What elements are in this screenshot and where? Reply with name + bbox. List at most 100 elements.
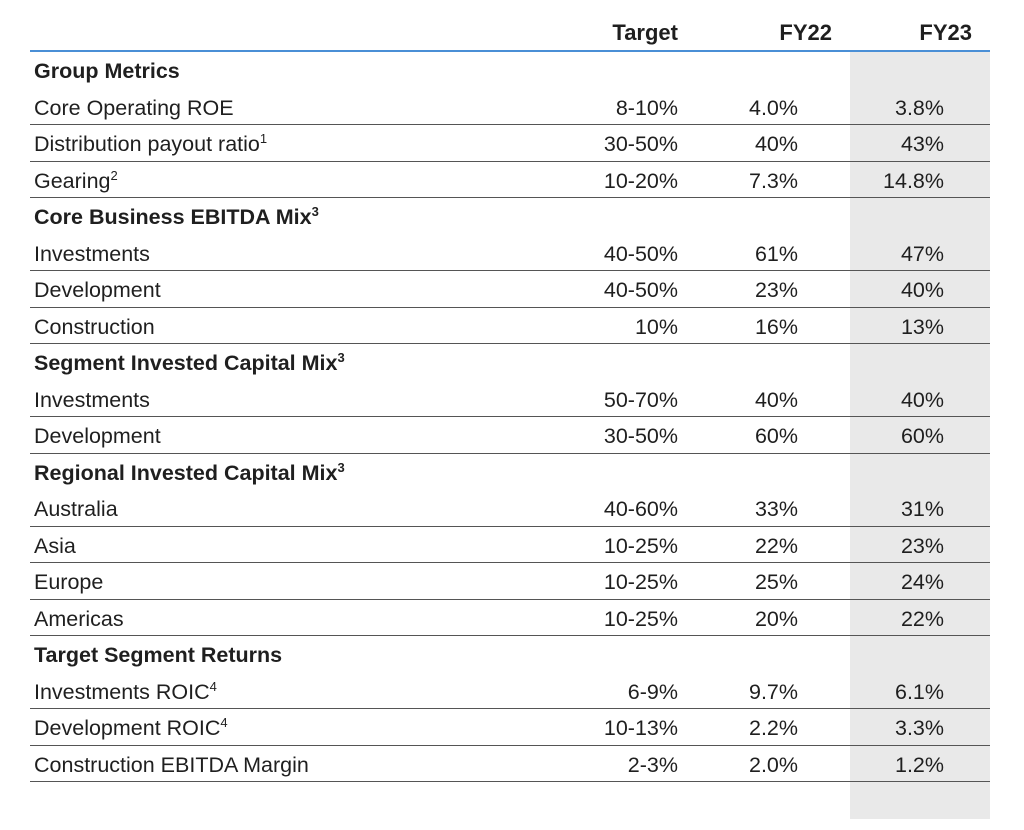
table-row: Development 40-50% 23% 40%: [30, 271, 990, 308]
row-label: Development: [34, 278, 161, 303]
label-text: Development: [34, 424, 161, 448]
fy22-value: 20%: [754, 606, 798, 631]
table-row: Gearing2 10-20% 7.3% 14.8%: [30, 162, 990, 198]
label-text: Target Segment Returns: [34, 643, 283, 667]
label-text: Segment Invested Capital Mix: [34, 351, 338, 375]
fy23-value: 60%: [900, 424, 944, 448]
label-text: Gearing: [34, 168, 111, 193]
table-row: Investments 40-50% 61% 47%: [30, 235, 990, 271]
table-row: Construction EBITDA Margin 2-3% 2.0% 1.2%: [30, 746, 990, 782]
target-value: 10-25%: [603, 570, 678, 594]
section-title: Target Segment Returns: [34, 643, 282, 668]
target-value: 30-50%: [603, 424, 678, 448]
target-value: 10-20%: [603, 168, 678, 193]
section-title: Segment Invested Capital Mix3: [34, 351, 345, 376]
label-text: Australia: [34, 497, 118, 521]
section-header-row: Segment Invested Capital Mix3: [30, 344, 990, 381]
row-label: Construction EBITDA Margin: [34, 753, 309, 778]
footnote-marker: 4: [220, 715, 228, 730]
fy23-value: 6.1%: [894, 679, 944, 704]
table-row: Australia 40-60% 33% 31%: [30, 490, 990, 527]
row-label: Americas: [34, 607, 124, 632]
footnote-marker: 3: [337, 350, 345, 365]
footnote-marker: 4: [209, 678, 217, 694]
section-title: Core Business EBITDA Mix3: [34, 205, 319, 230]
target-value: 2-3%: [627, 752, 678, 777]
label-text: Group Metrics: [34, 59, 180, 83]
table-row: Development ROIC4 10-13% 2.2% 3.3%: [30, 709, 990, 746]
target-value: 10-13%: [603, 716, 678, 740]
label-text: Construction EBITDA Margin: [34, 752, 309, 777]
section-title: Group Metrics: [34, 59, 180, 84]
table-row: Investments ROIC4 6-9% 9.7% 6.1%: [30, 673, 990, 709]
label-text: Core Operating ROE: [34, 95, 234, 120]
fy23-value: 14.8%: [883, 168, 944, 193]
fy22-value: 25%: [754, 570, 798, 594]
fy23-value: 22%: [900, 606, 944, 631]
label-text: Asia: [34, 533, 76, 558]
table-row: Development 30-50% 60% 60%: [30, 417, 990, 454]
row-label: Australia: [34, 497, 118, 522]
section-header-row: Target Segment Returns: [30, 636, 990, 673]
label-text: Americas: [34, 606, 124, 631]
target-value: 10-25%: [603, 606, 678, 631]
table-body: Group Metrics Core Operating ROE 8-10% 4.0%…: [30, 52, 990, 782]
table-row: Distribution payout ratio1 30-50% 40% 43%: [30, 125, 990, 162]
section-title: Regional Invested Capital Mix3: [34, 461, 345, 486]
label-text: Development ROIC: [34, 716, 221, 740]
row-label: Investments: [34, 388, 150, 413]
target-value: 30-50%: [603, 132, 678, 156]
target-value: 10%: [634, 314, 678, 339]
target-value: 6-9%: [627, 679, 678, 704]
metrics-table: Target FY22 FY23 Group Metrics Core Opera…: [30, 12, 990, 819]
fy22-value: 4.0%: [748, 95, 798, 120]
fy23-column-shading: [850, 50, 990, 819]
row-label: Investments: [34, 242, 150, 267]
target-value: 40-60%: [603, 497, 678, 521]
fy22-value: 40%: [754, 132, 798, 156]
row-label: Development ROIC4: [34, 716, 228, 741]
fy22-value: 16%: [754, 314, 798, 339]
fy22-value: 22%: [754, 533, 798, 558]
row-label: Development: [34, 424, 161, 449]
row-label: Europe: [34, 570, 103, 595]
footnote-marker: 3: [337, 459, 345, 475]
header-fy22: FY22: [779, 20, 832, 45]
label-text: Investments: [34, 387, 150, 412]
table-row: Investments 50-70% 40% 40%: [30, 381, 990, 417]
row-label: Core Operating ROE: [34, 96, 234, 121]
label-text: Core Business EBITDA Mix: [34, 205, 312, 229]
table-row: Asia 10-25% 22% 23%: [30, 527, 990, 563]
footnote-marker: 2: [110, 167, 118, 183]
row-label: Distribution payout ratio1: [34, 132, 267, 157]
header-fy23: FY23: [919, 20, 972, 45]
table-row: Core Operating ROE 8-10% 4.0% 3.8%: [30, 89, 990, 125]
table-row: Construction 10% 16% 13%: [30, 308, 990, 344]
fy23-value: 40%: [900, 387, 944, 412]
fy23-value: 40%: [900, 278, 944, 302]
fy23-value: 43%: [900, 132, 944, 156]
label-text: Distribution payout ratio: [34, 132, 260, 156]
target-value: 8-10%: [615, 95, 678, 120]
section-header-row: Group Metrics: [30, 52, 990, 89]
fy23-value: 13%: [900, 314, 944, 339]
fy23-value: 3.3%: [894, 716, 944, 740]
footnote-marker: 3: [311, 204, 319, 219]
label-text: Development: [34, 278, 161, 302]
label-text: Europe: [34, 570, 104, 594]
fy22-value: 2.0%: [748, 752, 798, 777]
fy22-value: 23%: [754, 278, 798, 302]
section-header-row: Regional Invested Capital Mix3: [30, 454, 990, 491]
section-header-row: Core Business EBITDA Mix3: [30, 198, 990, 235]
fy22-value: 60%: [754, 424, 798, 448]
fy22-value: 7.3%: [748, 168, 798, 193]
footnote-marker: 1: [259, 131, 268, 146]
row-label: Asia: [34, 534, 76, 559]
fy23-value: 23%: [900, 533, 944, 558]
target-value: 40-50%: [603, 241, 678, 266]
label-text: Investments ROIC: [34, 679, 210, 704]
row-label: Construction: [34, 315, 155, 340]
fy22-value: 2.2%: [748, 716, 798, 740]
header-target: Target: [612, 20, 678, 45]
fy23-value: 3.8%: [894, 95, 944, 120]
